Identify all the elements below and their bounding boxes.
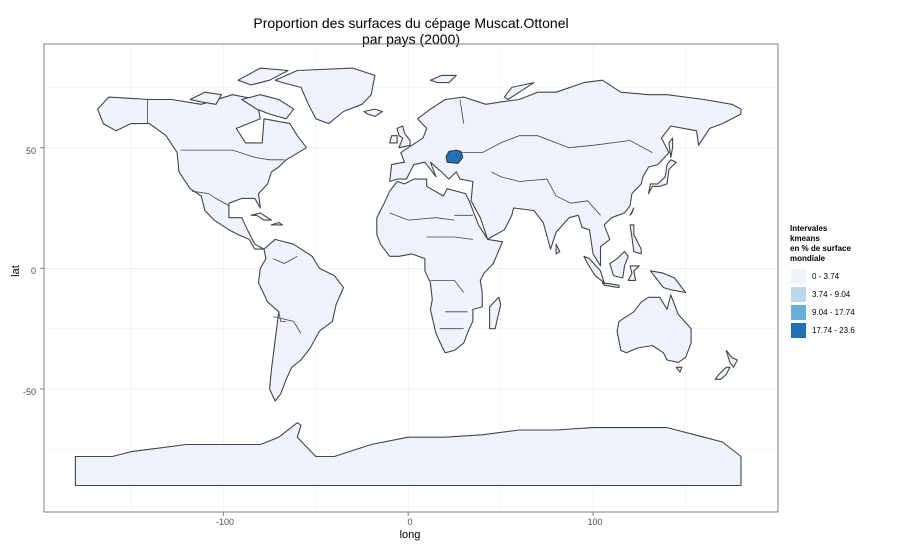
landmass-cuba [250, 212, 272, 221]
landmass-africa [376, 178, 504, 354]
landmass-victoria-island [189, 91, 223, 105]
landmass-borneo [609, 250, 629, 279]
landmass-tasmania [675, 366, 683, 373]
landmass-eurasia [389, 79, 742, 267]
y-tick-label: -50 [22, 387, 36, 397]
country-border [459, 99, 465, 124]
country-border [460, 135, 653, 154]
landmass-madagascar [489, 296, 502, 330]
landmass-taiwan [629, 207, 635, 216]
landmass-greenland [274, 67, 376, 125]
landmass-baffin-island [241, 94, 295, 120]
country-border [430, 279, 465, 293]
landmass-svalbard [429, 74, 457, 84]
legend: Intervales kmeans en % de surface mondia… [790, 224, 900, 339]
country-border [180, 149, 285, 161]
legend-label: 17.74 - 23.6 [812, 325, 855, 335]
country-border [191, 190, 230, 206]
landmass-ireland [389, 135, 398, 144]
legend-label: 0 - 3.74 [812, 271, 840, 281]
landmass-new-zealand-north [725, 349, 738, 368]
country-border [389, 212, 455, 221]
y-tick-label: 0 [30, 266, 36, 276]
country-border [426, 236, 473, 240]
legend-item: 9.04 - 17.74 [790, 303, 900, 321]
landmass-japan [648, 159, 677, 195]
landmass-australia [616, 294, 692, 363]
legend-swatch [790, 267, 807, 285]
legend-label: 3.74 - 9.04 [812, 289, 851, 299]
axis-ticks [40, 147, 594, 516]
countries-layer [74, 67, 742, 487]
legend-title: Intervales kmeans en % de surface mondia… [790, 224, 851, 263]
landmass-novaya-zemlya [503, 82, 535, 101]
x-axis-label: long [399, 529, 421, 541]
landmass-new-guinea [649, 270, 687, 294]
x-tick-label: -100 [215, 517, 234, 527]
x-tick-label: 100 [587, 517, 603, 527]
highlighted-countries-layer [445, 149, 464, 164]
y-tick-label: 50 [25, 146, 36, 156]
landmass-antarctica [74, 422, 742, 487]
legend-swatch [790, 321, 807, 339]
landmass-philippines [629, 224, 642, 255]
country-border [273, 255, 298, 264]
country-border [491, 171, 601, 216]
legend-item: 3.74 - 9.04 [790, 285, 900, 303]
legend-label: 9.04 - 17.74 [812, 307, 855, 317]
chart-subtitle: par pays (2000) [361, 31, 461, 47]
landmass-south-america [257, 238, 345, 402]
legend-item: 0 - 3.74 [790, 267, 900, 285]
landmass-java [601, 282, 620, 289]
legend-item: 17.74 - 23.6 [790, 321, 900, 339]
y-axis-label: lat [10, 265, 22, 277]
landmass-ellesmere-island [237, 67, 289, 86]
landmass-new-zealand-south [714, 366, 731, 380]
landmass-iceland [363, 108, 383, 117]
legend-swatch [790, 303, 807, 321]
legend-swatch [790, 285, 807, 303]
landmass-hispaniola [270, 221, 284, 226]
panel-border [43, 43, 779, 513]
landmass-north-america [97, 94, 308, 250]
country-border [278, 311, 287, 322]
chart-title: Proportion des surfaces du cépage Muscat… [253, 15, 569, 31]
landmass-sakhalin [668, 137, 674, 158]
landmass-sri-lanka [555, 243, 561, 255]
highlighted-country [445, 149, 464, 164]
landmass-sulawesi [627, 265, 640, 281]
landmass-uk [396, 125, 411, 149]
landmass-sumatra [583, 255, 605, 284]
x-tick-label: 0 [407, 517, 413, 527]
